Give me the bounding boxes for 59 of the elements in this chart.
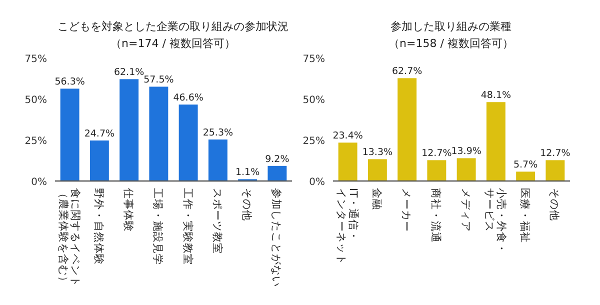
x-tick-label: 金融 [370, 188, 382, 210]
x-tick-label: 工場・施設見学 [152, 188, 165, 265]
chart-title: 参加した取り組みの業種 [390, 20, 512, 33]
bar [516, 172, 536, 181]
y-tick-label: 25% [24, 136, 47, 147]
bar [120, 79, 139, 181]
y-tick-label: 75% [24, 54, 47, 65]
bar [398, 78, 417, 181]
chart-subtitle: （n=158 / 複数回答可） [388, 37, 514, 50]
bar [90, 140, 109, 181]
data-label: 24.7% [84, 128, 115, 140]
chart-title: こどもを対象とした企業の取り組みの参加状況 [58, 20, 288, 33]
bar [486, 102, 506, 181]
data-label: 46.6% [173, 92, 204, 104]
bar [268, 166, 287, 181]
data-label: 56.3% [54, 76, 85, 88]
data-label: 62.1% [114, 67, 144, 78]
data-label: 12.7% [540, 148, 570, 160]
x-tick-label: メーカー [400, 188, 412, 232]
bar [456, 158, 476, 181]
x-tick-label: 小売・外食・サービス [482, 188, 508, 254]
x-tick-label: メディア [459, 188, 472, 232]
x-tick-label: IT・通信・インターネット [334, 188, 360, 265]
x-tick-label: 医療・福祉 [518, 188, 532, 243]
bar [149, 86, 168, 181]
y-tick-label: 0% [31, 177, 47, 188]
data-label: 13.3% [362, 147, 393, 158]
x-tick-label: その他 [548, 188, 560, 221]
bar [546, 160, 565, 181]
y-tick-label: 25% [302, 136, 325, 147]
x-tick-label: 野外・自然体験 [92, 188, 104, 265]
data-label: 48.1% [480, 90, 512, 102]
data-label: 13.9% [451, 146, 482, 158]
x-tick-label: 参加したことがない [270, 188, 284, 287]
bar [338, 142, 358, 181]
x-tick-label: スポーツ教室 [210, 188, 224, 254]
data-label: 1.1% [235, 167, 260, 178]
chart-subtitle: （n=174 / 複数回答可） [110, 37, 236, 50]
data-label: 25.3% [202, 128, 234, 139]
data-label: 9.2% [265, 154, 290, 165]
y-tick-label: 50% [302, 95, 325, 106]
bar [208, 140, 228, 181]
x-tick-label: 仕事体験 [122, 188, 136, 232]
x-tick-label: 食に関するイベント（農業体験を含む） [56, 188, 81, 287]
data-label: 23.4% [332, 130, 363, 142]
bar [178, 104, 198, 181]
y-tick-label: 0% [309, 177, 325, 188]
data-label: 62.7% [392, 66, 422, 78]
data-label: 57.5% [144, 74, 174, 86]
data-label: 12.7% [422, 148, 452, 160]
x-tick-label: その他 [240, 188, 253, 221]
bar [368, 159, 387, 181]
y-tick-label: 50% [24, 95, 47, 106]
x-tick-label: 商社・流通 [430, 188, 443, 243]
data-label: 5.7% [513, 160, 538, 171]
bar [60, 88, 80, 181]
bar [427, 160, 446, 181]
x-tick-label: 工作・実験教室 [181, 188, 194, 265]
y-tick-label: 75% [302, 54, 325, 65]
